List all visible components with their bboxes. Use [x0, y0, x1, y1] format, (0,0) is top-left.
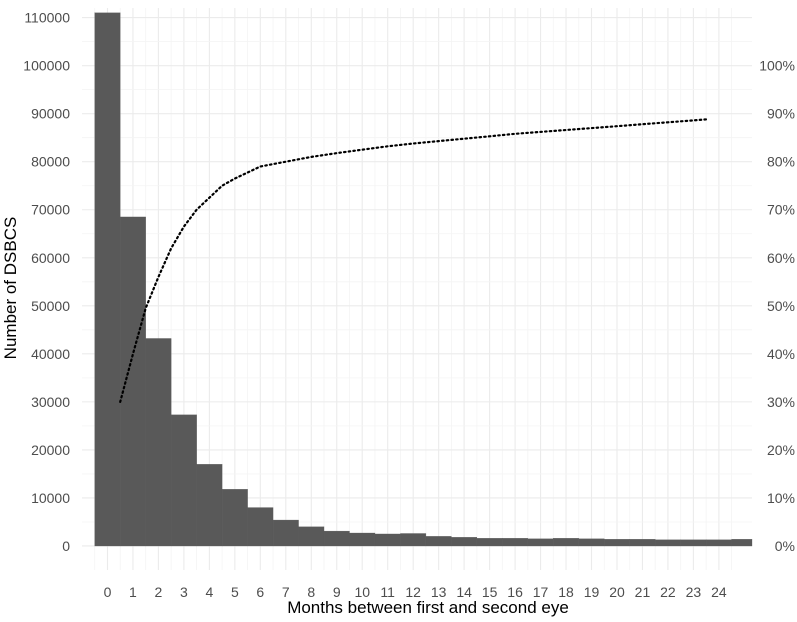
bar [171, 414, 197, 547]
bar [604, 539, 630, 547]
bar [553, 538, 579, 547]
y-tick-label: 70000 [31, 202, 70, 218]
y-tick-label: 100000 [23, 58, 70, 74]
y2-tick-label: 30% [767, 394, 795, 410]
x-tick-label: 15 [482, 584, 498, 600]
bar [578, 538, 605, 547]
x-tick-label: 16 [507, 584, 523, 600]
x-tick-label: 20 [609, 584, 625, 600]
bar [400, 533, 427, 547]
y-tick-label: 30000 [31, 394, 70, 410]
x-tick-label: 13 [431, 584, 447, 600]
x-tick-label: 18 [558, 584, 574, 600]
x-tick-label: 19 [584, 584, 600, 600]
cumulative-line [119, 118, 708, 403]
y-tick-label: 60000 [31, 250, 70, 266]
x-tick-label: 21 [635, 584, 651, 600]
bar [527, 538, 554, 547]
x-tick-label: 3 [180, 584, 188, 600]
y-tick-label: 110000 [24, 10, 70, 26]
bar [349, 532, 376, 547]
bar [221, 489, 248, 547]
y2-tick-label: 90% [767, 106, 795, 122]
bars [94, 12, 753, 547]
x-tick-label: 10 [354, 584, 370, 600]
y-tick-label: 90000 [31, 106, 70, 122]
x-tick-label: 6 [256, 584, 264, 600]
bar [629, 539, 656, 547]
y2-tick-label: 10% [767, 490, 795, 506]
bar [476, 538, 503, 547]
bar [680, 539, 707, 547]
x-tick-label: 11 [380, 584, 395, 600]
y-axis-ticks: 0 10000 20000 30000 40000 50000 60000 70000 8000… [23, 10, 70, 554]
x-tick-label: 8 [307, 584, 315, 600]
x-tick-label: 17 [533, 584, 549, 600]
x-axis-ticks: 0 1 2 3 4 5 6 7 8 9 10 11 12 13 14 15 16 17 18 19 20 21 22 23 24 [104, 584, 727, 600]
x-tick-label: 1 [129, 584, 137, 600]
x-tick-label: 4 [205, 584, 213, 600]
cumulative-percentage-line [119, 118, 708, 403]
bar [323, 530, 350, 547]
bar [705, 539, 732, 547]
x-tick-label: 14 [456, 584, 472, 600]
bar [425, 536, 452, 547]
y2-tick-label: 80% [767, 154, 795, 170]
y2-tick-label: 50% [767, 298, 795, 314]
bar [94, 12, 121, 547]
x-tick-label: 2 [155, 584, 163, 600]
y2-axis-ticks: 0% 10% 20% 30% 40% 50% 60% 70% 80% 90% 100% [759, 58, 795, 554]
bar [374, 533, 401, 547]
x-tick-label: 23 [686, 584, 702, 600]
x-tick-label: 0 [104, 584, 112, 600]
x-axis-title: Months between first and second eye [287, 598, 569, 617]
y2-tick-label: 0% [775, 538, 795, 554]
y-tick-label: 80000 [31, 154, 70, 170]
y-tick-label: 0 [62, 538, 70, 554]
bar [655, 539, 681, 547]
y2-tick-label: 60% [767, 250, 795, 266]
x-tick-label: 24 [711, 584, 727, 600]
x-tick-label: 22 [660, 584, 676, 600]
bar [145, 338, 172, 547]
bar [298, 526, 325, 547]
y-tick-label: 50000 [31, 298, 70, 314]
y-tick-label: 40000 [31, 346, 70, 362]
x-tick-label: 5 [231, 584, 239, 600]
y-axis-title: Number of DSBCS [1, 217, 20, 360]
y2-tick-label: 100% [759, 58, 795, 74]
bar [731, 539, 753, 547]
bar [502, 538, 528, 547]
y-tick-label: 20000 [31, 442, 70, 458]
y-tick-label: 10000 [31, 490, 70, 506]
bar [247, 507, 274, 547]
y2-tick-label: 70% [767, 202, 795, 218]
x-tick-label: 9 [333, 584, 341, 600]
bar [120, 216, 146, 547]
y2-tick-label: 40% [767, 346, 795, 362]
grid [82, 8, 752, 570]
bar [451, 537, 478, 547]
x-tick-label: 7 [282, 584, 290, 600]
y2-tick-label: 20% [767, 442, 795, 458]
bar [196, 464, 223, 547]
x-tick-label: 12 [405, 584, 421, 600]
bar [272, 519, 299, 547]
